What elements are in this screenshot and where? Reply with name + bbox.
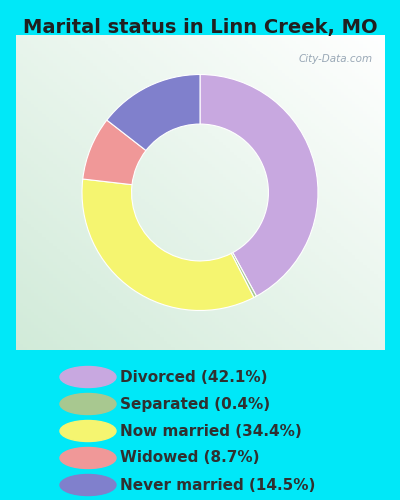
Text: Marital status in Linn Creek, MO: Marital status in Linn Creek, MO	[23, 18, 377, 36]
Wedge shape	[107, 74, 200, 150]
Wedge shape	[83, 120, 146, 184]
Circle shape	[60, 366, 116, 388]
Wedge shape	[200, 74, 318, 296]
Text: Now married (34.4%): Now married (34.4%)	[120, 424, 302, 438]
Wedge shape	[82, 179, 254, 310]
Circle shape	[60, 394, 116, 414]
Circle shape	[60, 420, 116, 442]
Text: Never married (14.5%): Never married (14.5%)	[120, 478, 315, 492]
Text: City-Data.com: City-Data.com	[299, 54, 373, 64]
Text: Divorced (42.1%): Divorced (42.1%)	[120, 370, 268, 384]
Wedge shape	[231, 252, 256, 298]
Text: Widowed (8.7%): Widowed (8.7%)	[120, 450, 260, 466]
Circle shape	[60, 474, 116, 496]
Text: Separated (0.4%): Separated (0.4%)	[120, 396, 270, 411]
Circle shape	[60, 448, 116, 468]
